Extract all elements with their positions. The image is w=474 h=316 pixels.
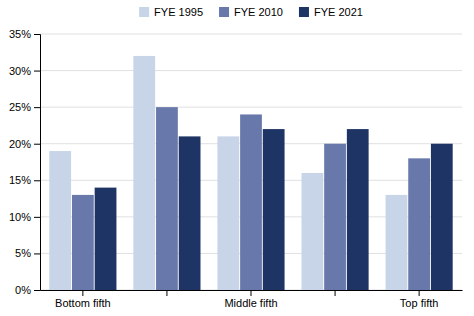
y-tick: 35%: [9, 28, 40, 40]
bar: [408, 158, 430, 290]
legend-item: FYE 2021: [299, 6, 363, 18]
bar: [156, 107, 178, 290]
y-tick-label: 30%: [9, 65, 31, 77]
y-tick: 30%: [9, 65, 40, 77]
y-tick-label: 10%: [9, 211, 31, 223]
y-tick-mark: [34, 290, 40, 291]
bar: [431, 144, 453, 290]
x-tick-mark: [166, 290, 167, 296]
x-tick: Bottom fifth: [55, 290, 111, 309]
legend-label: FYE 1995: [154, 6, 203, 18]
legend-label: FYE 2010: [234, 6, 283, 18]
bar: [263, 129, 285, 290]
grid-line: [40, 107, 462, 108]
x-axis: Bottom fifth Middle fifth Top fifth: [41, 290, 463, 309]
bar: [95, 188, 117, 290]
bar: [133, 56, 155, 290]
x-tick-label: Top fifth: [400, 297, 439, 309]
y-tick-label: 35%: [9, 28, 31, 40]
x-tick-mark: [335, 290, 336, 296]
bar-series: [49, 56, 407, 290]
x-tick-mark: [251, 290, 252, 296]
legend: FYE 1995 FYE 2010 FYE 2021: [139, 6, 363, 18]
grid: [40, 34, 462, 290]
y-tick: 10%: [9, 211, 40, 223]
legend-item: FYE 2010: [219, 6, 283, 18]
bar: [179, 136, 201, 290]
legend-swatch: [219, 7, 229, 17]
y-tick: 5%: [15, 247, 40, 259]
bars: [49, 56, 452, 290]
x-tick: [166, 290, 167, 296]
y-tick-label: 20%: [9, 138, 31, 150]
y-tick-mark: [34, 144, 40, 145]
y-tick-mark: [34, 180, 40, 181]
grid-line: [40, 70, 462, 71]
y-tick-mark: [34, 34, 40, 35]
y-axis: 0% 5% 10% 15% 20% 25% 30% 35%: [9, 28, 41, 296]
bar: [240, 114, 262, 290]
y-tick-label: 25%: [9, 101, 31, 113]
x-tick-label: Bottom fifth: [55, 297, 111, 309]
bar: [217, 136, 239, 290]
bar-series: [72, 107, 430, 290]
y-tick: 20%: [9, 138, 40, 150]
bar: [49, 151, 71, 290]
legend-swatch: [139, 7, 149, 17]
y-tick-label: 5%: [15, 247, 31, 259]
x-tick: [335, 290, 336, 296]
x-tick-mark: [82, 290, 83, 296]
y-tick: 0%: [15, 284, 40, 296]
bar-series: [95, 129, 453, 290]
chart-svg: Bottom fifth Middle fifth Top fifth 0% 5% 10%…: [0, 0, 474, 316]
x-tick: Top fifth: [400, 290, 439, 309]
legend-swatch: [299, 7, 309, 17]
x-tick-label: Middle fifth: [224, 297, 277, 309]
bar: [347, 129, 369, 290]
y-tick-label: 0%: [15, 284, 31, 296]
y-tick-mark: [34, 217, 40, 218]
y-tick-mark: [34, 71, 40, 72]
y-tick: 15%: [9, 174, 40, 186]
bar: [386, 195, 408, 290]
y-axis-line: [34, 35, 41, 291]
y-tick: 25%: [9, 101, 40, 113]
legend-item: FYE 1995: [139, 6, 203, 18]
x-tick: Middle fifth: [224, 290, 277, 309]
y-tick-label: 15%: [9, 174, 31, 186]
y-tick-mark: [34, 253, 40, 254]
grid-line: [40, 34, 462, 35]
y-tick-mark: [34, 107, 40, 108]
x-tick-mark: [419, 290, 420, 296]
bar: [302, 173, 324, 290]
plot-area: Bottom fifth Middle fifth Top fifth 0% 5% 10%…: [9, 28, 463, 309]
chart-container: Bottom fifth Middle fifth Top fifth 0% 5% 10%…: [0, 0, 474, 316]
legend-label: FYE 2021: [314, 6, 363, 18]
bar: [72, 195, 94, 290]
bar: [324, 144, 346, 290]
